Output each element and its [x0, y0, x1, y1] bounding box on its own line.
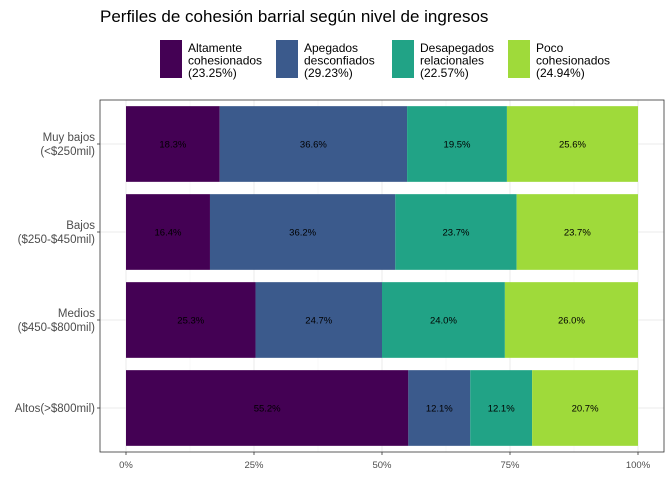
- data-label: 16.4%: [155, 228, 182, 239]
- data-label: 36.6%: [300, 140, 327, 151]
- category-label: Bajos ($250-$450mil): [18, 220, 96, 246]
- data-label: 20.7%: [572, 404, 599, 415]
- bar-segment: [209, 194, 396, 270]
- bar-segment: [126, 106, 220, 182]
- data-label: 25.3%: [177, 316, 204, 327]
- data-label: 24.0%: [430, 316, 457, 327]
- legend-swatch: [508, 40, 530, 78]
- data-label: 55.2%: [254, 404, 281, 415]
- bar-segment: [470, 370, 533, 446]
- bar-segment: [407, 106, 507, 182]
- legend-label: Desapegados relacionales (22.57%): [420, 41, 494, 80]
- bar-segment: [126, 282, 256, 358]
- bar-segment: [506, 106, 638, 182]
- data-label: 18.3%: [159, 140, 186, 151]
- data-label: 12.1%: [488, 404, 515, 415]
- legend-label: Poco cohesionados (24.94%): [536, 41, 610, 80]
- data-label: 24.7%: [305, 316, 332, 327]
- category-label: Medios ($450-$800mil): [18, 308, 96, 334]
- bar-segment: [408, 370, 471, 446]
- bar-segment: [382, 282, 505, 358]
- bar-segment: [219, 106, 408, 182]
- x-axis-labels: 0% 25% 50% 75% 100%: [119, 452, 651, 471]
- data-label: 12.1%: [426, 404, 453, 415]
- bar-segment: [255, 282, 382, 358]
- data-label: 25.6%: [559, 140, 586, 151]
- x-tick-label: 0%: [119, 460, 133, 471]
- legend-swatch: [160, 40, 182, 78]
- bar-segment: [126, 370, 409, 446]
- bar-segment: [126, 194, 210, 270]
- x-tick-label: 25%: [244, 460, 264, 471]
- x-tick-label: 50%: [372, 460, 392, 471]
- bar-segment: [395, 194, 517, 270]
- legend-label: Apegados desconfiados (29.23%): [304, 41, 375, 80]
- data-label: 36.2%: [289, 228, 316, 239]
- data-label: 23.7%: [564, 228, 591, 239]
- legend-label: Altamente cohesionados (23.25%): [188, 41, 262, 80]
- chart-title: Perfiles de cohesión barrial según nivel…: [100, 7, 488, 26]
- legend-swatch: [276, 40, 298, 78]
- data-label: 19.5%: [444, 140, 471, 151]
- x-tick-label: 100%: [626, 460, 651, 471]
- bar-segment: [504, 282, 638, 358]
- category-label: Muy bajos (<$250mil): [40, 132, 95, 158]
- data-label: 23.7%: [443, 228, 470, 239]
- bar-segment: [516, 194, 638, 270]
- bar-segment: [532, 370, 638, 446]
- x-tick-label: 75%: [500, 460, 520, 471]
- y-axis-labels: Muy bajos (<$250mil) Bajos ($250-$450mil) Me…: [15, 132, 100, 415]
- bars: 18.3% 36.6% 19.5% 25.6% 16.4% 36.2% 23.7% 23.7%…: [126, 106, 638, 446]
- legend: Altamente cohesionados (23.25%) Apegados des…: [160, 40, 610, 80]
- category-label: Altos(>$800mil): [15, 403, 95, 415]
- data-label: 26.0%: [558, 316, 585, 327]
- legend-swatch: [392, 40, 414, 78]
